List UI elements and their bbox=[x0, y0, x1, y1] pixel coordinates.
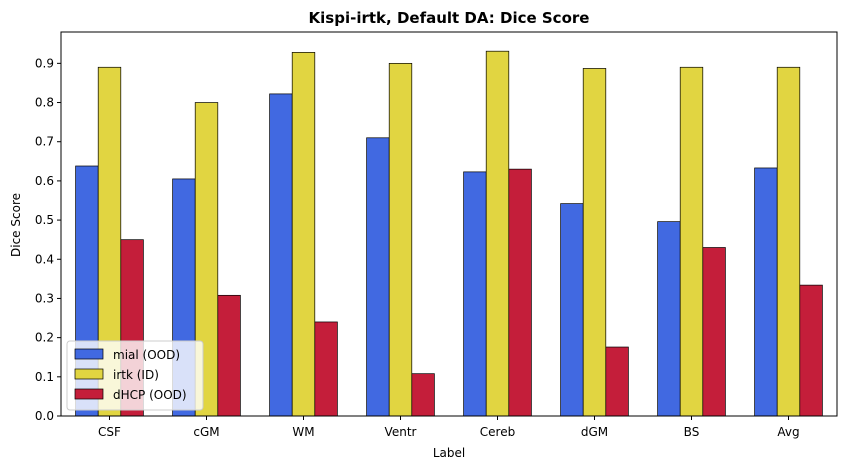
bar bbox=[291, 52, 316, 417]
x-tick-label: BS bbox=[684, 425, 700, 439]
bar bbox=[799, 284, 823, 417]
legend-swatch bbox=[74, 368, 104, 380]
bar bbox=[217, 294, 241, 417]
bar bbox=[702, 247, 726, 417]
y-axis-label: Dice Score bbox=[9, 193, 23, 257]
chart-title: Kispi-irtk, Default DA: Dice Score bbox=[309, 9, 590, 27]
x-tick-label: WM bbox=[292, 425, 314, 439]
x-tick-label: CSF bbox=[98, 425, 121, 439]
legend-label: irtk (ID) bbox=[113, 368, 159, 382]
bar bbox=[582, 68, 607, 417]
y-tick-label: 0.2 bbox=[35, 331, 54, 345]
y-tick-label: 0.8 bbox=[35, 96, 54, 110]
y-tick-label: 0.0 bbox=[35, 409, 54, 423]
y-tick-label: 0.6 bbox=[35, 174, 54, 188]
bar bbox=[657, 221, 681, 417]
bar bbox=[388, 62, 413, 417]
bar bbox=[314, 321, 338, 417]
x-tick-label: Avg bbox=[777, 425, 799, 439]
x-tick-label: cGM bbox=[193, 425, 219, 439]
bar bbox=[679, 66, 704, 417]
y-tick-label: 0.3 bbox=[35, 291, 54, 305]
bar bbox=[411, 373, 435, 417]
y-tick-label: 0.1 bbox=[35, 370, 54, 384]
legend-label: mial (OOD) bbox=[113, 348, 180, 362]
x-axis-label: Label bbox=[433, 446, 465, 460]
x-tick-label: dGM bbox=[581, 425, 608, 439]
bar bbox=[485, 50, 510, 417]
legend-swatch bbox=[74, 388, 104, 400]
plot-area: 0.0 0.1 0.2 0.3 0.4 0.5 0.6 0.7 0.8 0.9 CSF cGM WM Ve… bbox=[35, 31, 838, 439]
bar bbox=[754, 167, 778, 417]
bar bbox=[508, 168, 532, 417]
plot-frame bbox=[60, 31, 838, 417]
y-tick-label: 0.9 bbox=[35, 56, 54, 70]
bar bbox=[560, 203, 584, 417]
bar bbox=[776, 66, 801, 417]
bar bbox=[463, 171, 487, 417]
y-tick-label: 0.5 bbox=[35, 213, 54, 227]
legend-swatch bbox=[74, 348, 104, 360]
bar bbox=[605, 346, 629, 417]
bar bbox=[269, 93, 293, 417]
y-tick-label: 0.7 bbox=[35, 135, 54, 149]
x-tick-label: Ventr bbox=[385, 425, 417, 439]
y-tick-label: 0.4 bbox=[35, 252, 54, 266]
legend-label: dHCP (OOD) bbox=[113, 388, 187, 402]
bar bbox=[366, 137, 390, 417]
x-tick-label: Cereb bbox=[480, 425, 515, 439]
